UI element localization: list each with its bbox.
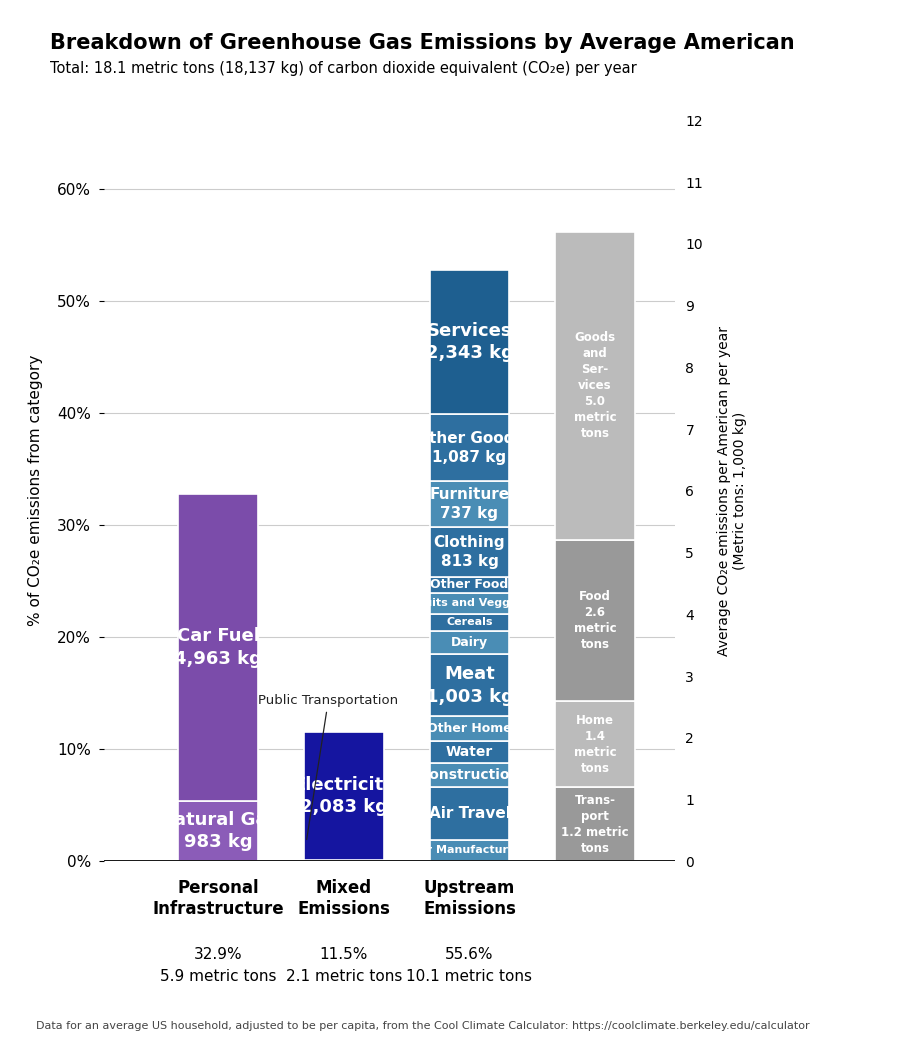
FancyBboxPatch shape xyxy=(178,494,258,801)
FancyBboxPatch shape xyxy=(429,786,509,839)
Text: 11.5%: 11.5% xyxy=(320,947,368,962)
Text: Public Transportation: Public Transportation xyxy=(258,694,399,839)
Text: Fruits and Veggies: Fruits and Veggies xyxy=(411,598,527,608)
Y-axis label: % of CO₂e emissions from category: % of CO₂e emissions from category xyxy=(28,355,43,626)
FancyBboxPatch shape xyxy=(429,631,509,655)
Text: Other Goods
1,087 kg: Other Goods 1,087 kg xyxy=(416,431,523,465)
Text: Services
2,343 kg: Services 2,343 kg xyxy=(426,322,514,362)
FancyBboxPatch shape xyxy=(555,541,635,701)
FancyBboxPatch shape xyxy=(429,614,509,631)
FancyBboxPatch shape xyxy=(429,481,509,527)
FancyBboxPatch shape xyxy=(178,801,258,861)
Text: Construction: Construction xyxy=(419,767,520,782)
FancyBboxPatch shape xyxy=(555,232,635,541)
Text: 2.1 metric tons: 2.1 metric tons xyxy=(285,969,402,983)
Text: 10.1 metric tons: 10.1 metric tons xyxy=(407,969,533,983)
Text: Natural Gas
983 kg: Natural Gas 983 kg xyxy=(159,810,278,852)
FancyBboxPatch shape xyxy=(429,839,509,861)
FancyBboxPatch shape xyxy=(429,655,509,716)
FancyBboxPatch shape xyxy=(555,787,635,861)
Text: 32.9%: 32.9% xyxy=(194,947,243,962)
Text: Home
1.4
metric
tons: Home 1.4 metric tons xyxy=(573,713,616,775)
FancyBboxPatch shape xyxy=(304,732,384,860)
Text: Furniture
737 kg: Furniture 737 kg xyxy=(429,488,509,521)
Text: 55.6%: 55.6% xyxy=(445,947,494,962)
Text: Personal
Infrastructure: Personal Infrastructure xyxy=(152,879,284,918)
FancyBboxPatch shape xyxy=(429,414,509,481)
FancyBboxPatch shape xyxy=(555,701,635,787)
Text: Other Food: Other Food xyxy=(430,578,508,591)
Text: Clothing
813 kg: Clothing 813 kg xyxy=(434,535,506,569)
Text: 5.9 metric tons: 5.9 metric tons xyxy=(160,969,276,983)
Text: Mixed
Emissions: Mixed Emissions xyxy=(297,879,390,918)
FancyBboxPatch shape xyxy=(429,527,509,577)
Text: Meat
1,003 kg: Meat 1,003 kg xyxy=(426,665,514,706)
FancyBboxPatch shape xyxy=(429,593,509,614)
FancyBboxPatch shape xyxy=(429,577,509,593)
Text: Cereals: Cereals xyxy=(447,617,493,627)
FancyBboxPatch shape xyxy=(304,860,384,861)
Text: Data for an average US household, adjusted to be per capita, from the Cool Clima: Data for an average US household, adjust… xyxy=(36,1021,810,1031)
Text: Car Manufacturing: Car Manufacturing xyxy=(411,846,527,855)
Text: Goods
and
Ser-
vices
5.0
metric
tons: Goods and Ser- vices 5.0 metric tons xyxy=(573,331,616,441)
Text: Electricity
2,083 kg: Electricity 2,083 kg xyxy=(293,776,395,816)
Text: Air Travel: Air Travel xyxy=(429,806,510,821)
Text: Upstream
Emissions: Upstream Emissions xyxy=(423,879,516,918)
FancyBboxPatch shape xyxy=(429,716,509,741)
Text: Breakdown of Greenhouse Gas Emissions by Average American: Breakdown of Greenhouse Gas Emissions by… xyxy=(50,33,795,53)
FancyBboxPatch shape xyxy=(429,269,509,414)
Text: Food
2.6
metric
tons: Food 2.6 metric tons xyxy=(573,590,616,651)
FancyBboxPatch shape xyxy=(429,762,509,786)
Text: Total: 18.1 metric tons (18,137 kg) of carbon dioxide equivalent (CO₂e) per year: Total: 18.1 metric tons (18,137 kg) of c… xyxy=(50,61,637,75)
Text: Other Home: Other Home xyxy=(427,722,512,735)
FancyBboxPatch shape xyxy=(429,741,509,762)
Text: Trans-
port
1.2 metric
tons: Trans- port 1.2 metric tons xyxy=(561,793,629,855)
Text: Car Fuel
4,963 kg: Car Fuel 4,963 kg xyxy=(175,627,262,668)
Y-axis label: Average CO₂e emissions per American per year
(Metric tons: 1,000 kg): Average CO₂e emissions per American per … xyxy=(717,326,747,656)
Text: Water: Water xyxy=(446,744,493,759)
Text: Dairy: Dairy xyxy=(451,636,488,649)
